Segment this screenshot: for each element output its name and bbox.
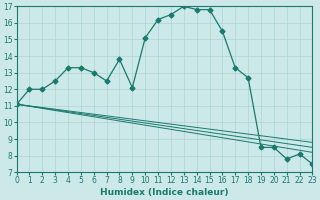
X-axis label: Humidex (Indice chaleur): Humidex (Indice chaleur) — [100, 188, 229, 197]
